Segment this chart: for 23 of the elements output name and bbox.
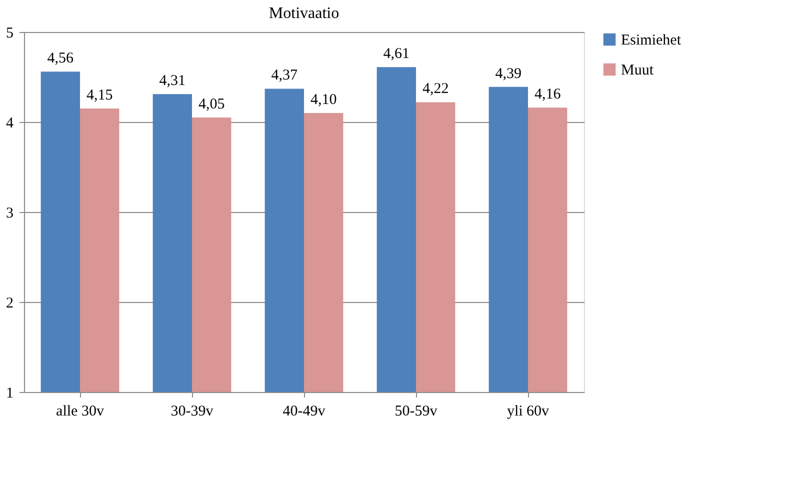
y-tick-label: 4 xyxy=(6,116,14,132)
data-label: 4,37 xyxy=(271,68,298,84)
chart-title: Motivaatio xyxy=(268,5,340,22)
data-label: 4,56 xyxy=(47,50,74,67)
x-tick-label: alle 30v xyxy=(56,404,104,420)
y-tick-label: 1 xyxy=(6,386,14,402)
data-label: 4,05 xyxy=(198,96,225,112)
legend-label: Muut xyxy=(621,62,654,78)
data-label: 4,16 xyxy=(534,86,562,103)
data-label: 4,61 xyxy=(383,46,410,62)
x-tick-label: 50-59v xyxy=(394,404,438,420)
x-tick-label: 40-49v xyxy=(282,404,326,420)
x-tick-label: yli 60v xyxy=(506,404,550,420)
data-label: 4,22 xyxy=(422,81,449,98)
x-tick-label: 30-39v xyxy=(170,404,214,420)
data-label: 4,15 xyxy=(86,88,113,104)
legend-label: Esimiehet xyxy=(621,32,682,48)
y-tick-label: 5 xyxy=(6,26,14,42)
data-label: 4,31 xyxy=(159,73,186,90)
data-label: 4,39 xyxy=(495,66,522,82)
y-tick-label: 3 xyxy=(6,206,14,222)
y-tick-label: 2 xyxy=(6,296,14,312)
data-label: 4,10 xyxy=(310,92,337,108)
